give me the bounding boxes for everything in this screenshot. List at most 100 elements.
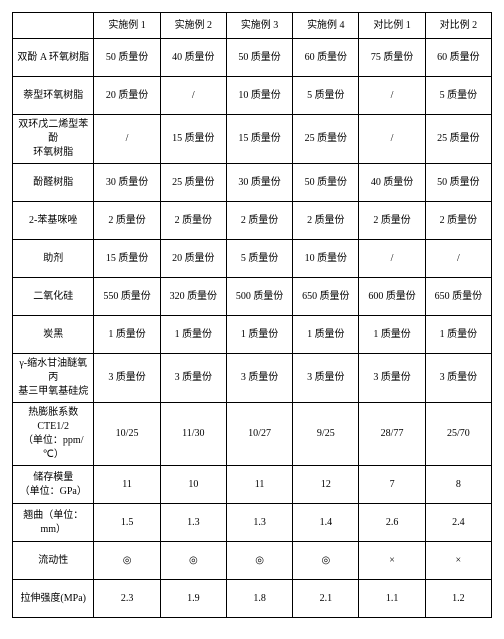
cell-value: 2.1 [293,580,359,618]
cell-value: 15 质量份 [94,240,160,278]
table-row: 2-苯基咪唑2 质量份2 质量份2 质量份2 质量份2 质量份2 质量份 [13,202,492,240]
cell-value: 11/30 [160,403,226,466]
cell-value: 1 质量份 [94,316,160,354]
cell-value: 1 质量份 [359,316,425,354]
cell-value: 50 质量份 [293,164,359,202]
cell-value: 2 质量份 [160,202,226,240]
cell-value: 600 质量份 [359,278,425,316]
cell-value: 7 [359,466,425,504]
cell-value: 50 质量份 [94,39,160,77]
cell-value: 25 质量份 [160,164,226,202]
cell-value: / [359,115,425,164]
cell-value: 500 质量份 [226,278,292,316]
table-row: 热膨胀系数 CTE1/2 （单位：ppm/℃）10/2511/3010/279/… [13,403,492,466]
cell-value: 1 质量份 [160,316,226,354]
cell-value: 15 质量份 [226,115,292,164]
row-label: 翘曲（单位：mm） [13,504,94,542]
cell-value: 1 质量份 [293,316,359,354]
cell-value: 650 质量份 [293,278,359,316]
cell-value: 2.3 [94,580,160,618]
cell-value: × [425,542,491,580]
cell-value: 2 质量份 [226,202,292,240]
table-body: 双酚 A 环氧树脂50 质量份40 质量份50 质量份60 质量份75 质量份6… [13,39,492,618]
col-header-4: 实施例 4 [293,13,359,39]
cell-value: 12 [293,466,359,504]
cell-value: 50 质量份 [425,164,491,202]
cell-value: 3 质量份 [226,354,292,403]
table-header-row: 实施例 1 实施例 2 实施例 3 实施例 4 对比例 1 对比例 2 [13,13,492,39]
cell-value: 3 质量份 [293,354,359,403]
cell-value: 10/27 [226,403,292,466]
cell-value: 5 质量份 [293,77,359,115]
cell-value: 40 质量份 [160,39,226,77]
row-label: 双环戊二烯型苯酚 环氧树脂 [13,115,94,164]
cell-value: 2 质量份 [293,202,359,240]
cell-value: 28/77 [359,403,425,466]
cell-value: / [359,240,425,278]
cell-value: 1.5 [94,504,160,542]
cell-value: ◎ [94,542,160,580]
table-row: 翘曲（单位：mm）1.51.31.31.42.62.4 [13,504,492,542]
cell-value: 11 [94,466,160,504]
col-header-0 [13,13,94,39]
cell-value: 10 [160,466,226,504]
cell-value: 11 [226,466,292,504]
table-row: 拉伸强度(MPa)2.31.91.82.11.11.2 [13,580,492,618]
cell-value: 2 质量份 [94,202,160,240]
table-row: 双酚 A 环氧树脂50 质量份40 质量份50 质量份60 质量份75 质量份6… [13,39,492,77]
cell-value: 25 质量份 [425,115,491,164]
col-header-6: 对比例 2 [425,13,491,39]
cell-value: 75 质量份 [359,39,425,77]
table-row: 助剂15 质量份20 质量份5 质量份10 质量份// [13,240,492,278]
cell-value: 1.3 [226,504,292,542]
cell-value: 9/25 [293,403,359,466]
cell-value: 50 质量份 [226,39,292,77]
cell-value: 30 质量份 [94,164,160,202]
cell-value: / [94,115,160,164]
row-label: 流动性 [13,542,94,580]
cell-value: ◎ [226,542,292,580]
table-row: 萘型环氧树脂20 质量份/10 质量份5 质量份/5 质量份 [13,77,492,115]
row-label: 酚醛树脂 [13,164,94,202]
col-header-2: 实施例 2 [160,13,226,39]
cell-value: / [160,77,226,115]
cell-value: 1.9 [160,580,226,618]
col-header-1: 实施例 1 [94,13,160,39]
row-label: 萘型环氧树脂 [13,77,94,115]
cell-value: × [359,542,425,580]
cell-value: 3 质量份 [359,354,425,403]
cell-value: 25/70 [425,403,491,466]
cell-value: 40 质量份 [359,164,425,202]
cell-value: 1.4 [293,504,359,542]
cell-value: 2.4 [425,504,491,542]
cell-value: 550 质量份 [94,278,160,316]
row-label: 助剂 [13,240,94,278]
cell-value: 1 质量份 [226,316,292,354]
cell-value: 15 质量份 [160,115,226,164]
cell-value: 1 质量份 [425,316,491,354]
table-row: 炭黑1 质量份1 质量份1 质量份1 质量份1 质量份1 质量份 [13,316,492,354]
row-label: 二氧化硅 [13,278,94,316]
cell-value: 1.8 [226,580,292,618]
cell-value: 1.1 [359,580,425,618]
row-label: 拉伸强度(MPa) [13,580,94,618]
table-row: 储存模量 （单位：GPa）1110111278 [13,466,492,504]
cell-value: 25 质量份 [293,115,359,164]
table-row: γ-缩水甘油醚氧丙 基三甲氧基硅烷3 质量份3 质量份3 质量份3 质量份3 质… [13,354,492,403]
cell-value: 650 质量份 [425,278,491,316]
row-label: 2-苯基咪唑 [13,202,94,240]
cell-value: 60 质量份 [293,39,359,77]
cell-value: 320 质量份 [160,278,226,316]
cell-value: 5 质量份 [226,240,292,278]
cell-value: 10 质量份 [293,240,359,278]
row-label: 热膨胀系数 CTE1/2 （单位：ppm/℃） [13,403,94,466]
table-row: 酚醛树脂30 质量份25 质量份30 质量份50 质量份40 质量份50 质量份 [13,164,492,202]
row-label: 双酚 A 环氧树脂 [13,39,94,77]
row-label: γ-缩水甘油醚氧丙 基三甲氧基硅烷 [13,354,94,403]
cell-value: 2 质量份 [425,202,491,240]
cell-value: / [359,77,425,115]
cell-value: 5 质量份 [425,77,491,115]
row-label: 储存模量 （单位：GPa） [13,466,94,504]
cell-value: 3 质量份 [425,354,491,403]
data-table: 实施例 1 实施例 2 实施例 3 实施例 4 对比例 1 对比例 2 双酚 A… [12,12,492,618]
